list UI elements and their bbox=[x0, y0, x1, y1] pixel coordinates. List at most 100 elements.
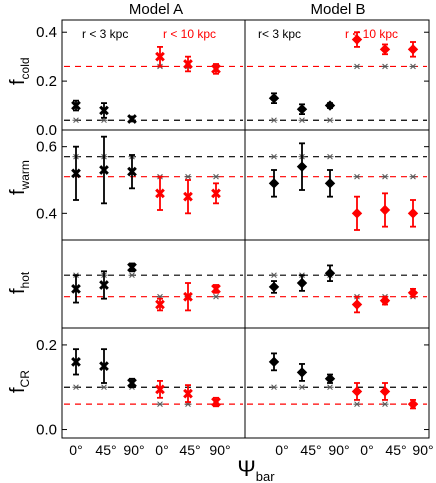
reference-marker bbox=[271, 272, 277, 279]
data-point-diamond bbox=[296, 367, 308, 378]
data-point-x bbox=[211, 64, 221, 74]
x-axis-label-main: Ψ bbox=[237, 456, 255, 481]
reference-marker bbox=[327, 384, 333, 391]
y-axis-label: fCR bbox=[7, 370, 32, 393]
x-tick-label: 45° bbox=[179, 442, 200, 458]
data-point-x bbox=[99, 105, 109, 116]
reference-marker bbox=[382, 173, 388, 180]
data-point-diamond bbox=[351, 208, 363, 219]
reference-marker bbox=[73, 117, 79, 124]
x-tick-label: 45° bbox=[300, 442, 321, 458]
data-point-x bbox=[155, 299, 165, 310]
data-point-diamond bbox=[268, 356, 280, 368]
y-axis-label-sub: warm bbox=[18, 160, 32, 190]
data-point-x bbox=[183, 291, 193, 302]
y-axis-label: fcold bbox=[7, 57, 32, 85]
model-a-title: Model A bbox=[129, 1, 183, 18]
y-axis-label-sub: cold bbox=[18, 57, 32, 79]
data-point-diamond bbox=[407, 44, 419, 55]
data-point-diamond bbox=[379, 386, 391, 397]
data-point-x bbox=[155, 188, 165, 199]
data-point-x bbox=[183, 59, 193, 69]
reference-marker bbox=[327, 117, 333, 124]
y-axis-label-sub: hot bbox=[18, 271, 32, 288]
radius-label: r< 3 kpc bbox=[258, 27, 301, 41]
x-tick-label: 0° bbox=[360, 442, 373, 458]
reference-marker bbox=[354, 401, 360, 407]
reference-marker bbox=[185, 173, 191, 180]
reference-marker bbox=[101, 384, 107, 391]
data-point-x bbox=[99, 165, 109, 175]
reference-marker bbox=[410, 173, 416, 180]
data-point-diamond bbox=[296, 161, 308, 172]
x-tick-label: 0° bbox=[275, 442, 288, 458]
data-point-x bbox=[71, 356, 81, 367]
data-point-x bbox=[211, 188, 221, 199]
data-point-diamond bbox=[351, 299, 363, 310]
data-point-x bbox=[155, 51, 165, 62]
x-tick-label: 90° bbox=[328, 442, 349, 458]
x-axis-label: Ψbar bbox=[237, 456, 275, 483]
y-tick-label: 0.0 bbox=[36, 122, 57, 139]
y-axis-label: fwarm bbox=[7, 160, 32, 195]
reference-marker bbox=[382, 63, 388, 70]
reference-marker bbox=[271, 117, 277, 124]
radius-label: r < 3 kpc bbox=[82, 27, 128, 41]
data-point-x bbox=[99, 361, 109, 371]
y-axis-label-main: f bbox=[7, 288, 29, 294]
x-tick-label: 90° bbox=[123, 442, 144, 458]
y-tick-label: 0.2 bbox=[36, 73, 57, 90]
reference-marker bbox=[157, 401, 163, 407]
data-point-x bbox=[71, 100, 81, 111]
y-axis-label: fhot bbox=[7, 271, 32, 294]
y-tick-label: 0.0 bbox=[36, 422, 57, 439]
data-point-x bbox=[183, 191, 193, 202]
radius-label: r < 10 kpc bbox=[163, 27, 216, 41]
data-point-diamond bbox=[268, 178, 280, 189]
reference-marker bbox=[271, 153, 277, 160]
data-point-diamond bbox=[268, 281, 280, 293]
reference-marker bbox=[382, 401, 388, 407]
x-axis-label-sub: bar bbox=[256, 469, 275, 483]
y-axis-label-main: f bbox=[7, 189, 29, 195]
y-tick-label: 0.4 bbox=[36, 24, 57, 41]
data-point-x bbox=[127, 378, 137, 388]
x-tick-label: 90° bbox=[412, 442, 433, 458]
data-point-diamond bbox=[351, 34, 363, 45]
x-tick-label: 45° bbox=[95, 442, 116, 458]
data-point-diamond bbox=[407, 287, 419, 299]
data-point-x bbox=[99, 280, 109, 290]
data-point-diamond bbox=[324, 373, 336, 384]
y-tick-label: 0.4 bbox=[36, 205, 57, 222]
data-point-diamond bbox=[324, 268, 336, 279]
y-tick-label: 0.2 bbox=[36, 337, 57, 354]
data-point-diamond bbox=[407, 398, 419, 410]
data-point-diamond bbox=[379, 295, 391, 306]
reference-marker bbox=[213, 173, 219, 180]
data-point-diamond bbox=[268, 93, 280, 104]
data-point-diamond bbox=[324, 100, 336, 111]
data-point-x bbox=[211, 397, 221, 407]
data-point-diamond bbox=[296, 277, 308, 289]
data-point-diamond bbox=[324, 178, 336, 189]
reference-marker bbox=[410, 63, 416, 70]
reference-marker bbox=[299, 384, 305, 391]
x-tick-label: 0° bbox=[155, 442, 168, 458]
data-point-x bbox=[127, 166, 137, 177]
x-tick-label: 0° bbox=[69, 442, 82, 458]
data-point-x bbox=[127, 114, 137, 124]
y-axis-label-main: f bbox=[7, 79, 29, 85]
reference-marker bbox=[327, 153, 333, 160]
plot-area: r < 3 kpc r < 10 kpc r< 3 kpc r < 10 kpc0.0… bbox=[7, 19, 434, 458]
data-point-diamond bbox=[407, 208, 419, 219]
x-tick-label: 45° bbox=[385, 442, 406, 458]
reference-marker bbox=[129, 272, 135, 279]
data-point-x bbox=[183, 388, 193, 399]
y-axis-label-main: f bbox=[7, 387, 29, 393]
data-point-x bbox=[211, 284, 221, 294]
data-point-x bbox=[127, 262, 137, 273]
reference-marker bbox=[354, 63, 360, 70]
data-point-diamond bbox=[379, 204, 391, 216]
reference-marker bbox=[213, 293, 219, 300]
